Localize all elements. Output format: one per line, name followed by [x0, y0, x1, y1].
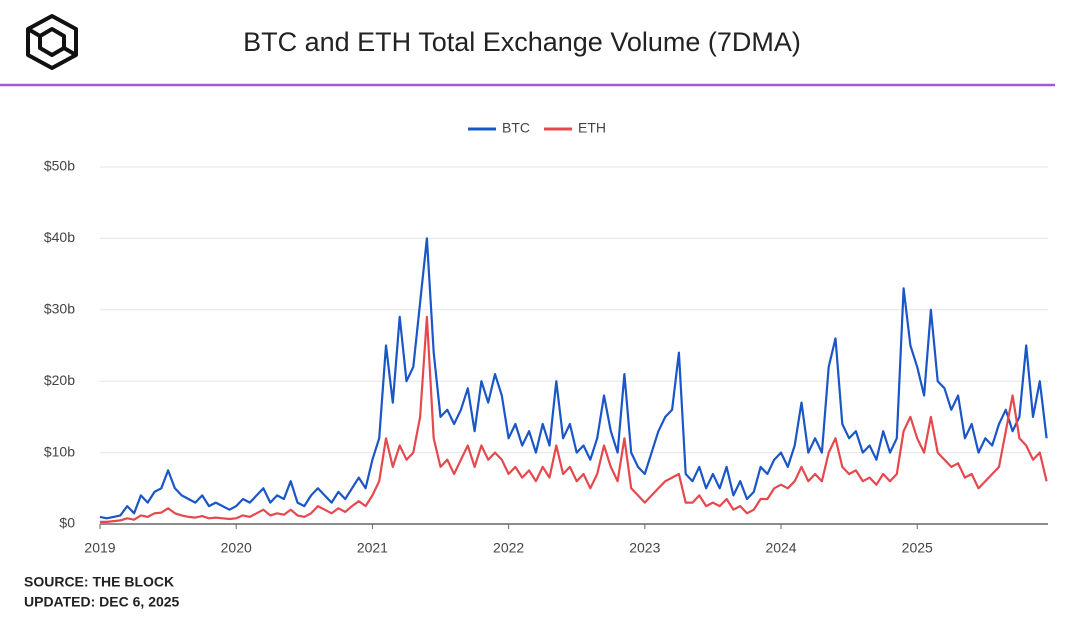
logo	[26, 14, 78, 70]
y-tick-label: $0	[59, 515, 75, 531]
updated-note: UPDATED: DEC 6, 2025	[24, 594, 180, 610]
y-tick-label: $10b	[44, 443, 75, 459]
series-line	[99, 237, 1048, 520]
y-tick-label: $30b	[44, 301, 75, 317]
x-tick-label: 2019	[84, 540, 115, 556]
y-tick-label: $40b	[44, 229, 75, 245]
x-tick-label: 2022	[493, 540, 524, 556]
x-tick-label: 2020	[221, 540, 252, 556]
series-line	[100, 315, 1048, 523]
legend-label: BTC	[502, 120, 530, 136]
x-tick-label: 2021	[357, 540, 388, 556]
source-note: SOURCE: THE BLOCK	[24, 574, 174, 590]
y-tick-label: $50b	[44, 158, 75, 174]
chart-title: BTC and ETH Total Exchange Volume (7DMA)	[243, 27, 801, 57]
x-tick-label: 2023	[629, 540, 660, 556]
y-tick-label: $20b	[44, 372, 75, 388]
x-tick-label: 2024	[765, 540, 796, 556]
legend-label: ETH	[578, 120, 606, 136]
x-tick-label: 2025	[902, 540, 933, 556]
